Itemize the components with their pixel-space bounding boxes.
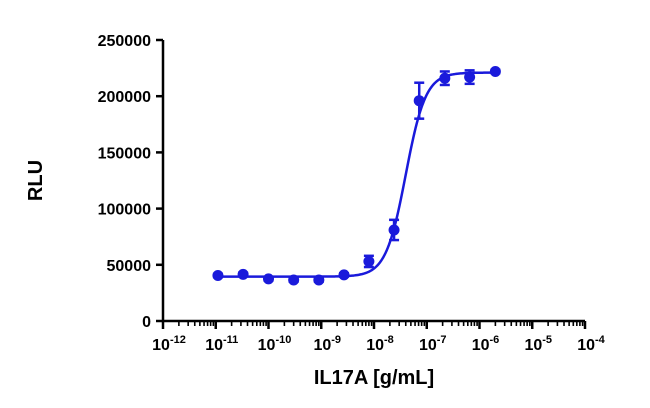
data-point — [489, 65, 501, 77]
y-tick-label: 100000 — [98, 202, 151, 219]
data-point — [363, 255, 375, 267]
data-point — [212, 269, 224, 281]
data-point — [338, 269, 350, 281]
x-tick-label: 10-4 — [577, 334, 605, 354]
fit-curve — [217, 71, 496, 278]
data-point — [313, 274, 325, 286]
data-point — [413, 95, 425, 107]
x-axis-title: IL17A [g/mL] — [314, 367, 434, 389]
y-tick-label: 250000 — [98, 33, 151, 50]
x-tick-label: 10-7 — [419, 334, 447, 354]
x-tick-label: 10-8 — [366, 334, 394, 354]
x-tick-label: 10-9 — [313, 334, 341, 354]
x-tick-label: 10-10 — [258, 334, 292, 354]
y-tick-label: 0 — [142, 314, 151, 331]
x-tick-label: 10-11 — [205, 334, 238, 354]
y-tick-label: 50000 — [107, 258, 152, 275]
y-tick-label: 200000 — [98, 89, 151, 106]
data-point — [288, 274, 300, 286]
x-tick-label: 10-6 — [472, 334, 500, 354]
y-tick-label: 150000 — [98, 145, 151, 162]
x-tick-label: 10-12 — [152, 334, 186, 354]
axes: 0 50000 100000 150000 200000 250000 10-12 10-11… — [98, 33, 606, 354]
x-tick-label: 10-5 — [524, 334, 552, 354]
data-points — [212, 65, 501, 286]
data-point — [388, 224, 400, 236]
fit-curves — [217, 71, 496, 278]
data-point — [263, 273, 274, 285]
data-point — [237, 268, 249, 280]
data-point — [439, 72, 451, 84]
data-point — [464, 71, 476, 83]
y-axis-title: RLU — [25, 160, 47, 201]
